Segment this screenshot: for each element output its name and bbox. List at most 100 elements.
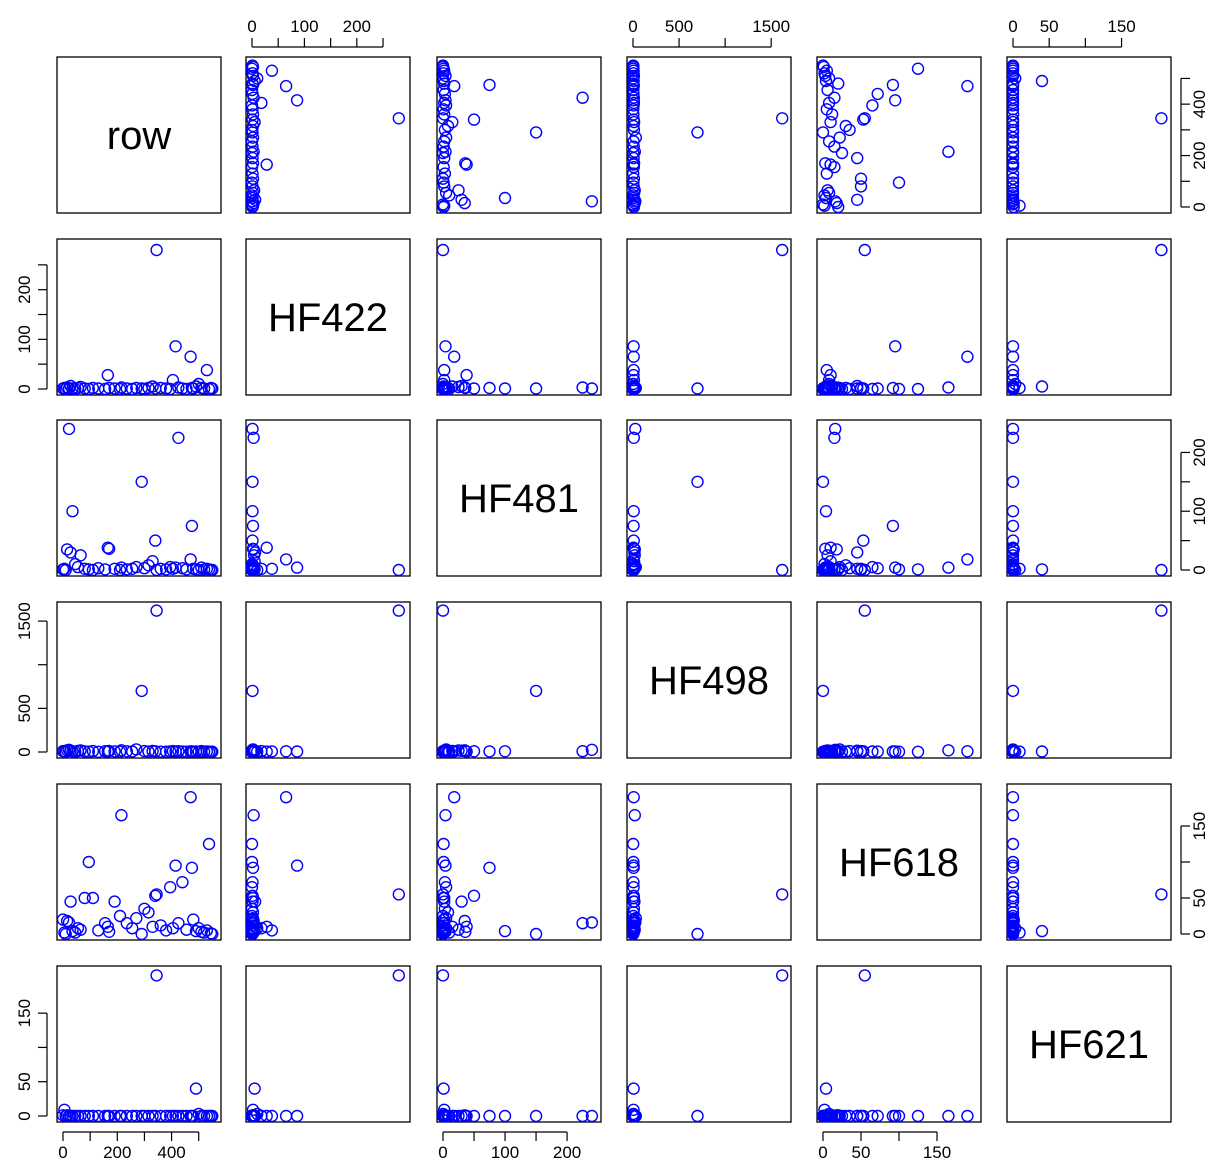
data-point bbox=[185, 861, 199, 874]
data-point bbox=[60, 543, 74, 556]
data-point bbox=[184, 350, 197, 363]
data-point bbox=[130, 743, 143, 756]
data-point bbox=[857, 113, 870, 126]
data-point bbox=[942, 561, 955, 574]
data-point bbox=[246, 140, 259, 153]
panel-frame bbox=[816, 783, 982, 941]
data-point bbox=[92, 562, 105, 575]
data-point bbox=[1155, 112, 1168, 125]
data-point bbox=[392, 604, 405, 617]
data-point bbox=[529, 1109, 543, 1123]
data-point bbox=[886, 1109, 900, 1123]
panel-row-vs-HF618 bbox=[816, 56, 982, 214]
data-point bbox=[892, 382, 906, 396]
data-point bbox=[1006, 475, 1020, 488]
data-point bbox=[576, 745, 589, 758]
data-point bbox=[858, 243, 871, 257]
data-point bbox=[120, 563, 134, 576]
data-point bbox=[246, 745, 259, 758]
panel-HF621-vs-row bbox=[56, 965, 222, 1123]
data-point bbox=[458, 196, 471, 210]
data-point bbox=[1006, 534, 1020, 547]
data-point bbox=[961, 745, 974, 758]
tick-label: 0 bbox=[247, 17, 256, 36]
panel-frame bbox=[816, 601, 982, 759]
data-point bbox=[135, 475, 148, 488]
tick-label: 200 bbox=[343, 17, 371, 36]
data-point bbox=[627, 1082, 640, 1095]
data-point bbox=[149, 889, 162, 902]
y-axis-row-right: 0 200 400 bbox=[1180, 77, 1209, 212]
data-point bbox=[816, 198, 830, 211]
tick-label: 0 bbox=[1190, 202, 1209, 211]
panel-frame bbox=[436, 965, 602, 1123]
panel-HF618-vs-HF498 bbox=[626, 783, 792, 941]
data-point bbox=[247, 431, 260, 444]
data-point bbox=[78, 562, 91, 575]
data-point bbox=[448, 79, 461, 93]
data-point bbox=[265, 924, 279, 937]
data-point bbox=[1006, 745, 1020, 758]
data-point bbox=[911, 62, 925, 75]
tick-label: 200 bbox=[15, 276, 34, 304]
tick-label: 500 bbox=[15, 694, 34, 722]
data-point bbox=[892, 745, 906, 758]
tick-label: 150 bbox=[923, 1143, 951, 1162]
data-point bbox=[248, 74, 261, 88]
data-point bbox=[892, 176, 906, 189]
data-point bbox=[854, 172, 868, 185]
data-point bbox=[260, 541, 273, 554]
data-point bbox=[101, 541, 115, 554]
tick-label: 0 bbox=[15, 384, 34, 393]
data-point bbox=[776, 243, 789, 257]
data-point bbox=[866, 1109, 879, 1123]
data-point bbox=[455, 895, 468, 908]
panel-HF422-vs-HF498 bbox=[626, 238, 792, 396]
data-point bbox=[248, 555, 261, 568]
data-point bbox=[820, 103, 833, 116]
data-point bbox=[627, 855, 640, 869]
x-axis-HF618-bottom: 0 50 150 bbox=[818, 1131, 951, 1162]
data-point bbox=[585, 195, 599, 208]
data-point bbox=[871, 1109, 884, 1123]
data-point bbox=[627, 180, 640, 193]
data-point bbox=[392, 112, 405, 125]
data-point bbox=[392, 563, 405, 577]
data-point bbox=[776, 888, 789, 901]
data-point bbox=[627, 563, 640, 577]
data-point bbox=[886, 519, 900, 533]
panel-HF618-vs-HF481 bbox=[436, 783, 602, 941]
data-point bbox=[892, 1109, 906, 1123]
panel-frame bbox=[56, 238, 222, 396]
data-point bbox=[627, 140, 640, 153]
panel-HF621-vs-HF481 bbox=[436, 965, 602, 1123]
data-point bbox=[1006, 855, 1020, 869]
data-point bbox=[627, 350, 640, 363]
data-point bbox=[154, 381, 167, 395]
data-point bbox=[627, 881, 640, 894]
tick-label: 100 bbox=[290, 17, 318, 36]
data-point bbox=[816, 475, 830, 488]
panel-frame bbox=[816, 56, 982, 214]
data-point bbox=[576, 1109, 589, 1123]
data-point bbox=[246, 1109, 259, 1123]
data-point bbox=[483, 381, 496, 395]
data-point bbox=[135, 684, 148, 698]
data-point bbox=[1006, 837, 1020, 851]
data-point bbox=[816, 745, 830, 758]
panel-HF481-vs-HF498 bbox=[626, 419, 792, 577]
data-point bbox=[146, 380, 159, 393]
data-point bbox=[163, 560, 177, 574]
data-point bbox=[172, 431, 185, 444]
data-point bbox=[627, 59, 640, 72]
panel-HF481-vs-HF481: HF481 bbox=[436, 419, 602, 577]
data-point bbox=[246, 563, 259, 577]
panel-frame bbox=[1006, 56, 1172, 214]
data-point bbox=[437, 176, 450, 189]
panel-HF498-vs-HF422 bbox=[245, 601, 411, 759]
data-point bbox=[833, 131, 846, 144]
x-axis-HF422-top: 0 100 200 bbox=[247, 17, 384, 48]
panel-frame bbox=[816, 419, 982, 577]
data-point bbox=[585, 382, 599, 395]
